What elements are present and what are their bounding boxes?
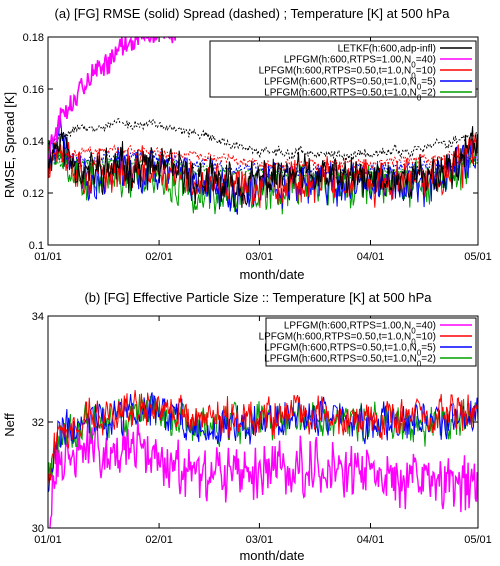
- chart-b-y-ticks: 30 32 34: [32, 311, 478, 535]
- series-neff-line: [49, 419, 478, 528]
- chart-a-frame: [47, 36, 479, 246]
- series-neff-line: [48, 390, 478, 486]
- chart-b-title: (b) [FG] Effective Particle Size :: Temp…: [84, 290, 432, 305]
- y-tick-label: 0.16: [23, 84, 44, 96]
- legend-label: LPFGM(h:600,RTPS=0.50,t=1.0,N0=10): [259, 66, 436, 81]
- chart-b-ylabel: Neff: [2, 413, 17, 437]
- x-tick-label: 02/01: [145, 534, 173, 546]
- chart-a-x-ticks: 01/01 02/01 03/01 04/01 05/01: [34, 37, 492, 263]
- chart-b-legend: LPFGM(h:600,RTPS=1.00,N0=40)LPFGM(h:600,…: [259, 317, 477, 369]
- chart-b-frame: [47, 315, 479, 529]
- panel-a: (a) [FG] RMSE (solid) Spread (dashed) ; …: [2, 6, 492, 282]
- series-spread-line: [48, 118, 478, 162]
- panel-b: (b) [FG] Effective Particle Size :: Temp…: [2, 290, 492, 563]
- y-tick-label: 32: [32, 417, 44, 429]
- chart-a-legend: LETKF(h:600,adp-infl)LPFGM(h:600,RTPS=1.…: [209, 40, 477, 103]
- chart-a-ylabel: RMSE, Spread [K]: [2, 92, 17, 198]
- y-tick-label: 0.14: [23, 136, 44, 148]
- chart-a-xlabel: month/date: [239, 267, 304, 282]
- chart-b-xlabel: month/date: [239, 548, 304, 563]
- series-spread-line: [48, 144, 478, 171]
- x-tick-label: 03/01: [246, 534, 274, 546]
- legend-label: LPFGM(h:600,RTPS=0.50,t=1.0,N0=2): [264, 88, 436, 103]
- chart-a-legend-box: [209, 40, 477, 98]
- legend-label: LPFGM(h:600,RTPS=0.50,t=1.0,N0=5): [264, 343, 436, 358]
- series-rmse-line: [48, 37, 177, 160]
- x-tick-label: 04/01: [357, 251, 385, 263]
- y-tick-label: 0.12: [23, 188, 44, 200]
- x-tick-label: 03/01: [246, 251, 274, 263]
- legend-label: LETKF(h:600,adp-infl): [338, 44, 436, 55]
- legend-label: LPFGM(h:600,RTPS=0.50,t=1.0,N0=2): [264, 354, 436, 369]
- chart-a-series: [48, 37, 478, 215]
- legend-label: LPFGM(h:600,RTPS=0.50,t=1.0,N0=5): [264, 77, 436, 92]
- chart-b-x-ticks: 01/01 02/01 03/01 04/01 05/01: [34, 316, 492, 546]
- legend-label: LPFGM(h:600,RTPS=1.00,N0=40): [284, 321, 436, 336]
- x-tick-label: 05/01: [464, 534, 492, 546]
- chart-a-title: (a) [FG] RMSE (solid) Spread (dashed) ; …: [55, 6, 451, 21]
- series-rmse-line: [48, 126, 478, 209]
- x-tick-label: 04/01: [357, 534, 385, 546]
- y-tick-label: 34: [32, 311, 44, 323]
- y-tick-label: 30: [32, 523, 44, 535]
- x-tick-label: 01/01: [34, 251, 62, 263]
- series-rmse-line: [48, 133, 478, 208]
- legend-label: LPFGM(h:600,RTPS=0.50,t=1.0,N0=10): [259, 332, 436, 347]
- y-tick-label: 0.1: [29, 240, 44, 252]
- y-tick-label: 0.18: [23, 32, 44, 44]
- chart-b-series: [48, 390, 478, 528]
- legend-label: LPFGM(h:600,RTPS=1.00,N0=40): [284, 55, 436, 70]
- series-neff-line: [48, 392, 478, 493]
- x-tick-label: 01/01: [34, 534, 62, 546]
- x-tick-label: 05/01: [464, 251, 492, 263]
- x-tick-label: 02/01: [145, 251, 173, 263]
